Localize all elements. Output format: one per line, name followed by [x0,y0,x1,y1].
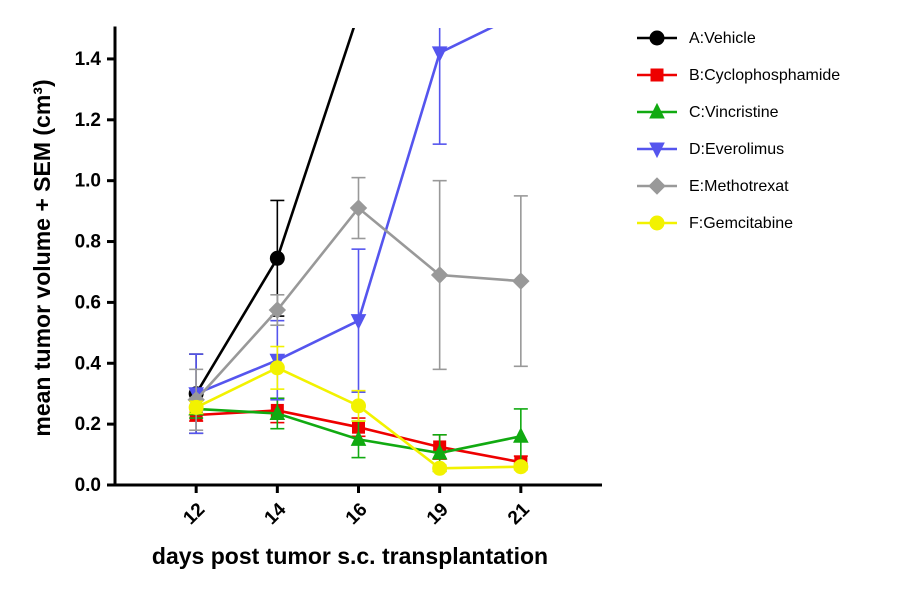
legend-label: B:Cyclophosphamide [689,67,840,84]
data-point [513,459,529,475]
data-point [269,360,285,376]
y-tick-label: 0.8 [75,232,101,253]
data-point [268,301,287,319]
y-tick-label: 0.0 [75,475,101,496]
legend-label: F:Gemcitabine [689,215,793,232]
y-tick-label: 0.6 [75,292,101,313]
y-tick-label: 1.4 [75,49,102,70]
x-tick-label: 12 [179,499,209,529]
data-point [188,399,204,415]
legend-label: A:Vehicle [689,30,756,47]
y-axis-title: mean tumor volume + SEM (cm³) [29,79,55,436]
data-point [350,430,367,446]
legend-marker [649,142,665,159]
y-tick-label: 1.0 [75,171,101,192]
data-point [351,398,366,414]
legend-label: E:Methotrexat [689,178,789,195]
data-point [349,199,368,217]
x-tick-label: 16 [342,499,372,529]
legend-marker [649,215,665,231]
data-point [431,46,448,62]
x-tick-label: 19 [423,499,453,529]
legend-marker [649,30,665,46]
x-tick-label: 14 [261,499,291,529]
legend-marker [650,68,664,82]
legend-marker [648,177,666,195]
data-point [430,266,449,284]
plot-area [187,28,530,476]
x-tick-label: 21 [504,499,534,529]
legend-label: C:Vincristine [689,104,779,121]
legend-label: D:Everolimus [689,141,784,158]
data-point [431,443,448,460]
y-tick-label: 0.4 [75,353,102,374]
data-point [513,427,529,443]
y-tick-label: 1.2 [75,110,101,131]
legend-marker [649,102,665,119]
x-axis-title: days post tumor s.c. transplantation [152,543,548,569]
data-point [269,250,285,266]
y-tick-label: 0.2 [75,414,101,435]
data-point [269,404,286,420]
data-point [432,460,448,476]
data-point [512,272,530,290]
data-point [350,314,367,330]
